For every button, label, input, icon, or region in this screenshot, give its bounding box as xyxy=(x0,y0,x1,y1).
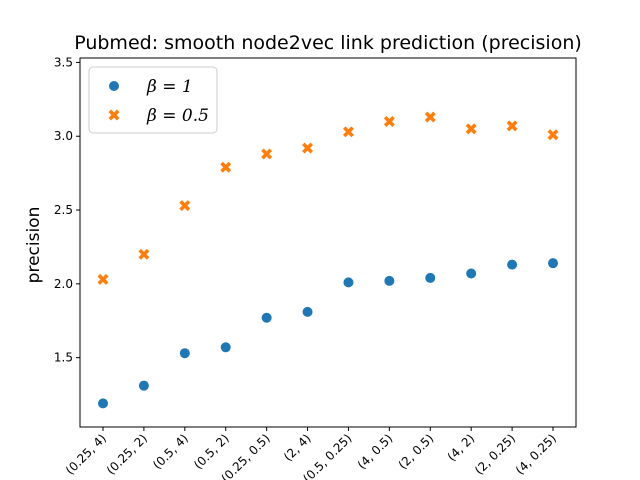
data-point xyxy=(342,126,354,138)
x-tick-label: (4, 0.5) xyxy=(355,431,396,472)
data-point xyxy=(138,248,150,260)
series-layer xyxy=(97,111,559,409)
plot-frame xyxy=(79,57,577,428)
y-tick-label: 2.0 xyxy=(54,277,73,291)
data-point xyxy=(466,268,477,279)
data-point xyxy=(97,273,109,285)
x-ticks: (0.25, 4)(0.25, 2) (0.5, 4) (0.5, 2)(0.25,… xyxy=(63,427,559,480)
x-tick-label: (4, 0.25) xyxy=(513,431,559,477)
data-point xyxy=(138,380,149,391)
data-point xyxy=(261,148,273,160)
legend-marker xyxy=(108,109,120,121)
x-tick-label: (0.25, 4) xyxy=(63,431,109,477)
legend-label: β = 0.5 xyxy=(146,106,209,126)
data-point xyxy=(506,120,518,132)
chart-title: Pubmed: smooth node2vec link prediction … xyxy=(74,32,582,54)
y-tick-label: 3.5 xyxy=(54,55,73,69)
x-tick-label: (2, 4) xyxy=(281,431,314,464)
y-axis-label: precision xyxy=(24,207,44,284)
y-tick-label: 2.5 xyxy=(54,203,73,217)
x-tick-label: (4, 2) xyxy=(445,431,478,464)
data-point xyxy=(424,111,436,123)
series-1 xyxy=(98,258,558,409)
y-tick-label: 3.0 xyxy=(54,129,73,143)
data-point xyxy=(465,123,477,135)
legend-box xyxy=(88,66,218,134)
data-point xyxy=(547,129,559,141)
legend-label: β = 1 xyxy=(146,77,193,97)
data-point xyxy=(302,306,313,317)
x-tick-label: (2, 0.5) xyxy=(396,431,437,472)
data-point xyxy=(179,200,191,212)
data-point xyxy=(98,398,108,409)
data-point xyxy=(220,161,232,173)
data-point xyxy=(179,348,190,359)
x-tick-label: (0.5, 2) xyxy=(191,431,232,472)
data-point xyxy=(343,277,354,288)
data-point xyxy=(507,259,518,270)
legend: β = 1 β = 0.5 xyxy=(88,66,218,134)
data-point xyxy=(220,342,231,353)
y-ticks: 1.5 2.0 2.5 3.0 3.5 xyxy=(54,55,80,365)
data-point xyxy=(383,115,395,127)
data-point xyxy=(425,272,436,283)
series-2 xyxy=(97,111,559,285)
data-point xyxy=(261,312,272,323)
x-tick-label: (0.25, 2) xyxy=(104,431,150,477)
x-tick-label: (0.5, 4) xyxy=(150,431,191,472)
legend-marker xyxy=(109,81,119,91)
y-tick-label: 1.5 xyxy=(54,351,73,365)
data-point xyxy=(302,142,314,154)
x-tick-label: (2, 0.25) xyxy=(472,431,518,477)
data-point xyxy=(548,258,558,269)
data-point xyxy=(384,275,395,286)
